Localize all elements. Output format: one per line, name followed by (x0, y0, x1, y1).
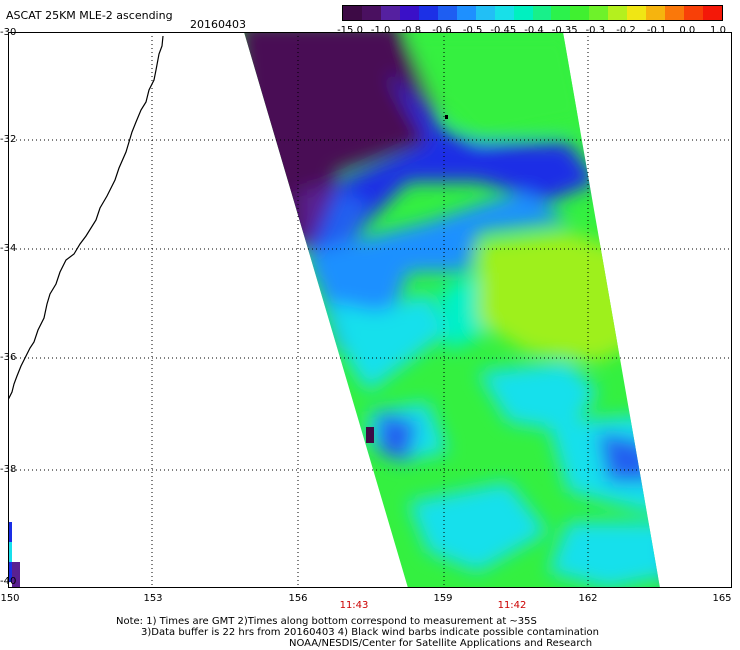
colorbar-segment (589, 6, 609, 20)
colorbar-label: -0.5 (462, 25, 483, 36)
colorbar-label: -0.35 (551, 25, 578, 36)
swath-region-cyan-1 (328, 292, 448, 392)
colorbar-label: 0.0 (679, 25, 696, 36)
swath-region-blue-3 (378, 412, 418, 462)
colorbar-label: 1.0 (710, 25, 726, 36)
colorbar-segment (380, 6, 400, 20)
colorbar-segment (627, 6, 647, 20)
swath-spot-dark (366, 427, 374, 443)
colorbar (342, 5, 723, 21)
swath-region-aqua (438, 272, 488, 352)
colorbar-segment (608, 6, 628, 20)
lon-label-153: 153 (143, 593, 163, 604)
map-frame (8, 32, 732, 588)
colorbar-label: -0.2 (616, 25, 636, 36)
coastal-data-cyan (8, 542, 12, 562)
colorbar-label: -1.0 (370, 25, 391, 36)
lon-label-165: 165 (712, 593, 732, 604)
colorbar-labels: -15.0 -1.0 -0.8 -0.6 -0.5 -0.45 -0.4 -0.35 -0.3-… (337, 25, 730, 37)
colorbar-segment (703, 6, 723, 20)
lon-label-162: 162 (578, 593, 598, 604)
coastal-data-purple (12, 562, 20, 588)
colorbar-segment (456, 6, 476, 20)
colorbar-segment (343, 6, 362, 20)
colorbar-segment (551, 6, 571, 20)
lon-label-159: 159 (433, 593, 453, 604)
swath-region-cyan-3 (478, 362, 598, 432)
note-line-2: 3)Data buffer is 22 hrs from 20160403 4)… (141, 627, 599, 638)
note-line-3: NOAA/NESDIS/Center for Satellite Applica… (289, 638, 593, 649)
colorbar-segment (646, 6, 666, 20)
lat-label-36: -36 (0, 352, 17, 363)
colorbar-segment (437, 6, 457, 20)
lon-label-156: 156 (288, 593, 308, 604)
colorbar-label: -0.6 (432, 25, 452, 36)
colorbar-label: -15.0 (337, 25, 363, 36)
swath-region-green-upper (408, 32, 588, 142)
colorbar-label: -0.8 (401, 25, 422, 36)
colorbar-label: -0.1 (646, 25, 667, 36)
map-panel (8, 32, 732, 588)
swath-region-deep-blue (308, 72, 598, 272)
grid-lines (8, 32, 732, 588)
lat-label-30: -30 (0, 27, 17, 38)
colorbar-segment (475, 6, 495, 20)
map-date: 20160403 (190, 18, 246, 31)
map-title: ASCAT 25KM MLE-2 ascending (6, 9, 173, 22)
colorbar-segment (418, 6, 438, 20)
swath (244, 32, 728, 588)
coastline (8, 35, 164, 401)
swath-region-blue-4 (598, 432, 658, 482)
colorbar-segment (684, 6, 704, 20)
colorbar-label: -0.4 (524, 25, 544, 36)
colorbar-segment (361, 6, 381, 20)
lon-label-150: 150 (0, 593, 20, 604)
colorbar-segment (513, 6, 533, 20)
colorbar-segment (494, 6, 514, 20)
colorbar-label: -0.45 (490, 25, 517, 36)
swath-region-cyan-5 (408, 482, 548, 572)
colorbar-segment (532, 6, 552, 20)
lat-label-32: -32 (0, 134, 17, 145)
note-line-1: Note: 1) Times are GMT 2)Times along bot… (116, 616, 537, 627)
lat-label-38: -38 (0, 464, 17, 475)
contamination-mark (445, 115, 448, 119)
swath-region-blue-5 (668, 522, 728, 588)
time-label-2: 11:42 (497, 600, 527, 611)
lat-label-40: -40 (0, 576, 17, 587)
colorbar-segment (665, 6, 685, 20)
lat-label-34: -34 (0, 243, 17, 254)
colorbar-label: -0.3 (585, 25, 606, 36)
time-label-1: 11:43 (339, 600, 369, 611)
colorbar-segment (399, 6, 419, 20)
colorbar-segment (570, 6, 590, 20)
